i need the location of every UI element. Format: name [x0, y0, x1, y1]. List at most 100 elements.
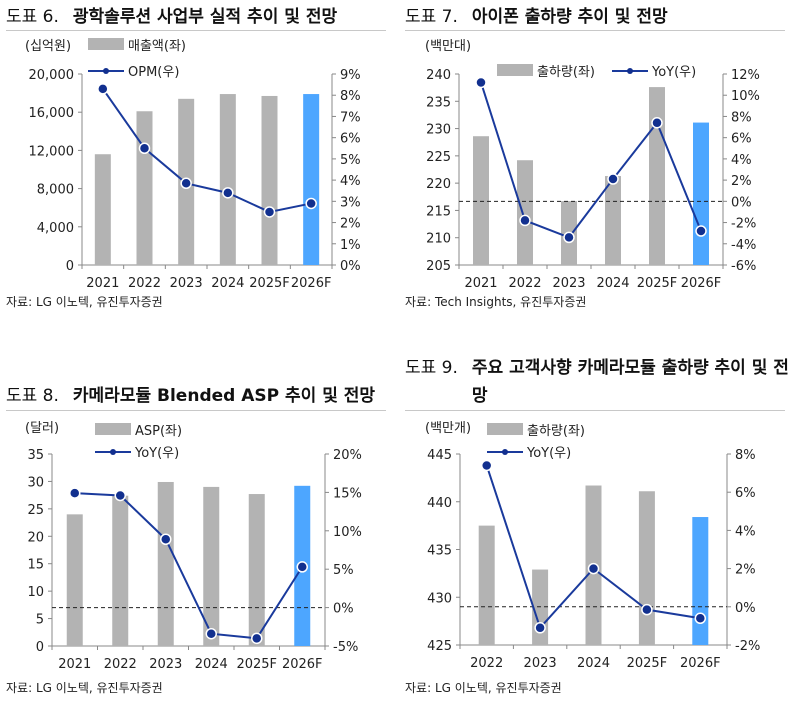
line-point	[563, 231, 575, 244]
y-right-tick-label: 20%	[333, 448, 362, 463]
y-left-tick-label: 435	[427, 544, 452, 559]
bar	[203, 486, 220, 646]
x-tick-label: 2025F	[249, 276, 290, 291]
y-left-tick-label: 35	[27, 448, 44, 463]
bar	[219, 94, 236, 266]
chart9-title-text: 주요 고객사향 카메라모듈 출하량 추이 및 전망	[471, 358, 789, 406]
y-right-tick-label: -4%	[731, 238, 756, 253]
x-tick-label: 2024	[596, 276, 629, 291]
bar	[478, 525, 495, 645]
y-right-tick-label: 5%	[333, 563, 354, 578]
y-left-tick-label: 30	[27, 475, 44, 490]
line-series	[480, 82, 702, 239]
legend-bar-swatch	[95, 423, 131, 435]
y-left-tick-label: 0	[66, 259, 74, 274]
y-left-tick-label: 12,000	[29, 144, 75, 159]
chart7-title-text: 아이폰 출하량 추이 및 전망	[471, 7, 668, 27]
y-left-tick-label: 16,000	[29, 106, 75, 121]
y-left-tick-label: 20	[27, 530, 44, 545]
line-point	[607, 173, 619, 185]
y-left-tick-label: 4,000	[37, 221, 74, 236]
line-point	[651, 117, 663, 129]
y-right-tick-label: 0%	[340, 259, 361, 274]
y-right-tick-label: 4%	[340, 174, 361, 189]
line-point	[114, 489, 126, 502]
x-tick-label: 2026F	[291, 276, 332, 291]
unit-label: (달러)	[25, 421, 59, 436]
line-point	[694, 612, 707, 625]
line-point	[97, 83, 109, 95]
legend-line-label: YoY(우)	[134, 446, 179, 461]
line-point	[587, 562, 600, 575]
legend-bar-swatch	[497, 64, 533, 76]
line-point	[475, 76, 487, 89]
y-left-tick-label: 230	[426, 123, 451, 138]
divider	[405, 410, 785, 411]
legend-bar-label: 출하량(좌)	[537, 65, 595, 80]
bar	[473, 136, 489, 265]
x-tick-label: 2022	[508, 276, 541, 291]
legend-line-marker	[103, 68, 109, 74]
y-right-tick-label: 2%	[731, 174, 752, 189]
y-right-tick-label: 2%	[340, 217, 361, 232]
y-left-tick-label: 25	[27, 503, 44, 518]
y-left-tick-label: 240	[426, 68, 451, 83]
x-tick-label: 2026F	[282, 657, 323, 672]
line-point	[222, 187, 234, 199]
chart9-title: 도표 9. 주요 고객사향 카메라모듈 출하량 추이 및 전망	[405, 354, 790, 410]
chart7-source: 자료: Tech Insights, 유진투자증권	[405, 295, 587, 309]
line-point	[519, 214, 531, 227]
y-left-tick-label: 430	[427, 591, 452, 606]
y-right-tick-label: 8%	[735, 448, 756, 463]
y-right-tick-label: 6%	[735, 486, 756, 501]
bar	[693, 122, 709, 265]
divider	[6, 410, 386, 411]
bar	[112, 495, 129, 646]
line-point	[138, 142, 151, 155]
y-left-tick-label: 5	[36, 613, 44, 628]
legend-line-label: YoY(우)	[526, 446, 571, 461]
legend-bar-swatch	[88, 38, 124, 50]
line-point	[180, 177, 192, 190]
y-right-tick-label: 3%	[340, 195, 361, 210]
chart9-number: 도표 9.	[405, 358, 458, 378]
y-right-tick-label: 8%	[340, 89, 361, 104]
line-point	[695, 225, 707, 237]
x-tick-label: 2026F	[680, 656, 721, 671]
x-tick-label: 2024	[195, 657, 228, 672]
y-right-tick-label: 6%	[340, 132, 361, 147]
y-right-tick-label: 0%	[735, 601, 756, 616]
chart6-title: 도표 6. 광학솔루션 사업부 실적 추이 및 전망	[6, 3, 337, 31]
y-left-tick-label: 10	[27, 585, 44, 600]
bar	[66, 514, 83, 646]
divider	[405, 30, 785, 31]
line-series	[102, 88, 312, 213]
x-tick-label: 2022	[470, 656, 503, 671]
y-left-tick-label: 215	[426, 204, 451, 219]
divider	[6, 30, 386, 31]
line-point	[534, 622, 546, 634]
x-tick-label: 2022	[128, 276, 161, 291]
y-left-tick-label: 235	[426, 95, 451, 110]
y-left-tick-label: 425	[427, 639, 452, 654]
chart6-number: 도표 6.	[6, 7, 59, 27]
bar	[261, 95, 278, 265]
chart7-title: 도표 7. 아이폰 출하량 추이 및 전망	[405, 3, 668, 31]
line-point	[263, 206, 276, 218]
y-right-tick-label: 6%	[731, 132, 752, 147]
y-right-tick-label: 10%	[333, 525, 362, 540]
x-tick-label: 2025F	[627, 656, 668, 671]
y-right-tick-label: 1%	[340, 238, 361, 253]
y-left-tick-label: 210	[426, 232, 451, 247]
line-point	[480, 459, 493, 472]
chart6-source: 자료: LG 이노텍, 유진투자증권	[6, 295, 163, 309]
y-right-tick-label: 12%	[731, 68, 760, 83]
chart7-number: 도표 7.	[405, 7, 458, 27]
y-right-tick-label: 8%	[731, 110, 752, 125]
chart9-source: 자료: LG 이노텍, 유진투자증권	[405, 681, 562, 695]
legend-line-marker	[502, 449, 508, 455]
y-right-tick-label: 0%	[731, 195, 752, 210]
line-point	[69, 487, 81, 499]
legend-bar-label: 매출액(좌)	[128, 39, 186, 54]
